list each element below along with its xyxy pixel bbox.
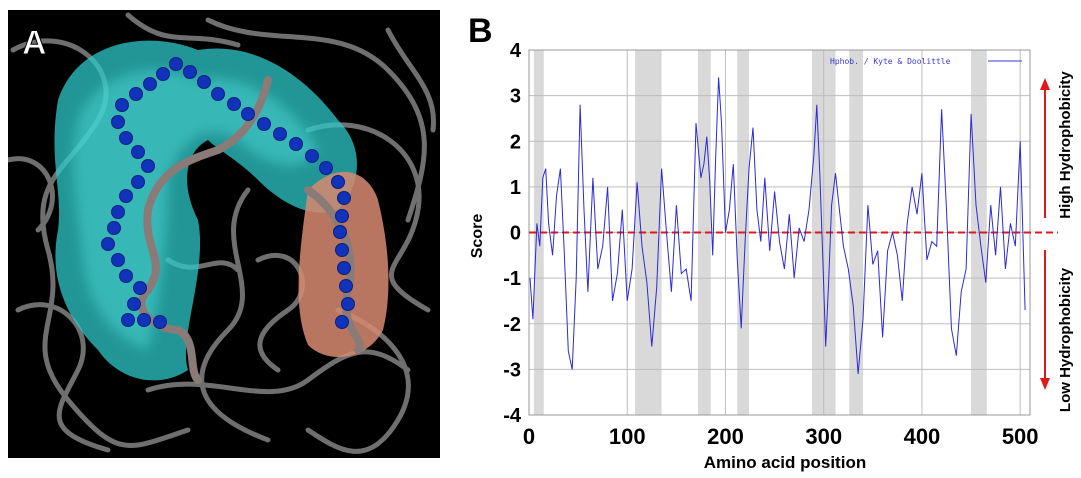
x-tick-label: 100: [609, 424, 646, 449]
cyan-surface: [54, 40, 357, 381]
y-tick-label: 0: [510, 223, 521, 245]
y-tick-label: -4: [503, 405, 522, 427]
y-tick-label: -3: [503, 359, 521, 381]
hydrophobicity-plot: B 4 3 2 1 0 -1 -2 -3 -4 0 100 200 300 400 500 Score A…: [468, 12, 1074, 472]
x-axis-label: Amino acid position: [704, 453, 866, 472]
y-tick-label: 3: [510, 86, 521, 108]
hydrophobicity-series-line: [529, 77, 1026, 374]
x-tick-label: 400: [904, 424, 941, 449]
protein-structure-picture: A: [8, 10, 440, 458]
y-axis-label: Score: [469, 214, 486, 259]
panel-a-molecular-image: A: [8, 10, 440, 458]
panel-b-hydrophobicity-chart: B 4 3 2 1 0 -1 -2 -3 -4 0 100 200 300 400 500 Score A…: [450, 0, 1081, 473]
x-tick-label: 200: [707, 424, 744, 449]
blue-dot-channel: [101, 57, 355, 329]
y-tick-label: 2: [510, 131, 521, 153]
y-tick-label: -2: [503, 314, 521, 336]
x-tick-label: 300: [805, 424, 842, 449]
legend-entry: Hphob. / Kyte & Doolittle: [830, 57, 951, 66]
panel-a-label: A: [22, 24, 47, 62]
high-hydrophobicity-label: High Hydrophobicity: [1057, 71, 1074, 219]
low-hydrophobicity-label: Low Hydrophobicity: [1057, 267, 1074, 412]
y-tick-label: 1: [510, 177, 521, 199]
x-tick-label: 0: [523, 424, 535, 449]
y-tick-label: -1: [503, 268, 521, 290]
hydrophobicity-arrow: [1040, 78, 1050, 390]
x-tick-label: 500: [1002, 424, 1039, 449]
panel-b-label: B: [468, 12, 493, 50]
y-tick-label: 4: [510, 40, 522, 62]
